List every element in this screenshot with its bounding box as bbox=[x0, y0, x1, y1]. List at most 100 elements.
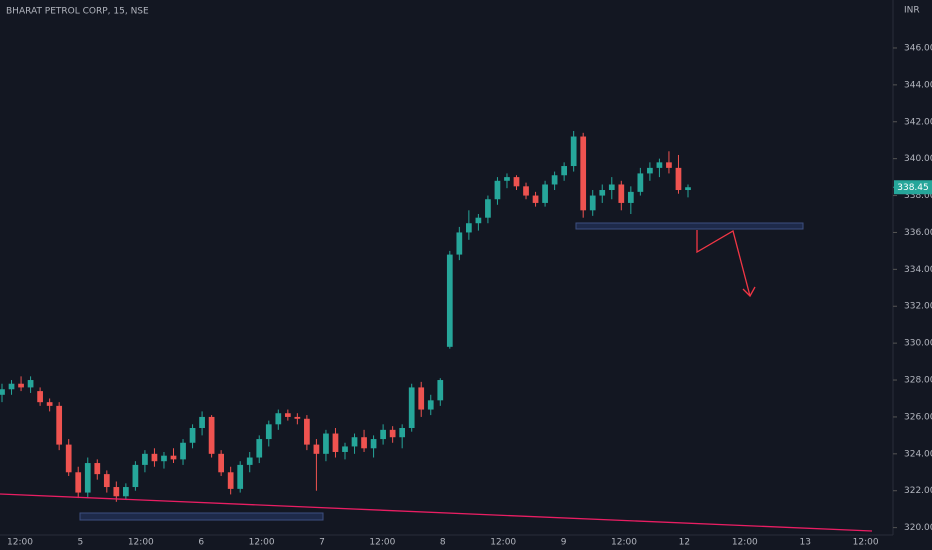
candle-body bbox=[313, 444, 320, 454]
candle-body bbox=[647, 167, 653, 174]
candle-body bbox=[46, 402, 53, 406]
candle-body bbox=[389, 429, 396, 438]
candle-body bbox=[608, 184, 615, 191]
y-tick-label: 338.00 bbox=[904, 191, 932, 201]
candle-body bbox=[675, 167, 682, 191]
candle-body bbox=[532, 195, 539, 203]
candle-body bbox=[494, 180, 501, 200]
candle-body bbox=[399, 428, 406, 438]
x-tick-label: 13 bbox=[799, 538, 810, 548]
candle-body bbox=[523, 186, 529, 196]
x-tick-label: 12:00 bbox=[490, 538, 516, 548]
candle-body bbox=[123, 487, 129, 497]
candle-body bbox=[580, 136, 587, 211]
candle-body bbox=[0, 389, 5, 395]
candle-body bbox=[361, 437, 367, 449]
candle-body bbox=[18, 383, 24, 388]
x-tick-label: 12:00 bbox=[7, 538, 33, 548]
x-tick-label: 12:00 bbox=[369, 538, 395, 548]
candle-body bbox=[589, 195, 596, 211]
candle-body bbox=[208, 416, 215, 454]
candle-body bbox=[618, 184, 625, 203]
candle-body bbox=[408, 387, 415, 428]
candle-body bbox=[542, 184, 548, 203]
candle-body bbox=[275, 413, 282, 425]
candle-body bbox=[113, 487, 120, 497]
y-tick-label: 322.00 bbox=[904, 486, 932, 496]
candle-body bbox=[8, 383, 15, 390]
y-tick-label: 330.00 bbox=[904, 339, 932, 349]
candle-body bbox=[513, 177, 520, 187]
candle-body bbox=[189, 428, 196, 443]
x-tick-label: 6 bbox=[198, 538, 204, 548]
y-tick-label: 336.00 bbox=[904, 228, 932, 238]
candle-body bbox=[599, 190, 606, 196]
chart-title: BHARAT PETROL CORP, 15, NSE bbox=[6, 7, 149, 17]
candle-body bbox=[256, 439, 263, 458]
y-tick-label: 320.00 bbox=[904, 523, 932, 533]
y-tick-label: 340.00 bbox=[904, 154, 932, 164]
support-zone bbox=[79, 512, 324, 521]
candle-body bbox=[427, 400, 434, 410]
y-tick-label: 332.00 bbox=[904, 302, 932, 312]
arrow-head bbox=[742, 286, 756, 298]
candle-body bbox=[370, 439, 377, 449]
trend-line bbox=[0, 493, 873, 532]
current-price-tag bbox=[894, 180, 932, 195]
candle-body bbox=[304, 418, 310, 445]
candle-body bbox=[456, 232, 463, 255]
x-tick-label: 8 bbox=[440, 538, 446, 548]
y-tick-label: 342.00 bbox=[904, 117, 932, 127]
candle-body bbox=[666, 162, 672, 168]
x-tick-label: 9 bbox=[561, 538, 567, 548]
y-tick-label: 326.00 bbox=[904, 412, 932, 422]
candle-body bbox=[84, 463, 91, 493]
x-tick-label: 5 bbox=[78, 538, 84, 548]
candle-body bbox=[142, 453, 148, 465]
candle-body bbox=[284, 413, 291, 417]
candle-body bbox=[180, 442, 186, 460]
candle-body bbox=[27, 380, 34, 388]
candle-body bbox=[418, 387, 425, 410]
candle-body bbox=[380, 429, 386, 440]
candle-body bbox=[294, 416, 301, 419]
candle-body bbox=[246, 457, 253, 465]
plot bbox=[0, 47, 897, 529]
current-price-label: 338.45 bbox=[897, 183, 929, 193]
candle-body bbox=[637, 173, 644, 192]
candle-body bbox=[65, 444, 72, 473]
candle-body bbox=[656, 162, 663, 168]
candle-body bbox=[218, 453, 224, 473]
x-tick-label: 12:00 bbox=[732, 538, 758, 548]
candle-body bbox=[151, 453, 158, 462]
candle-body bbox=[161, 455, 167, 462]
candle-body bbox=[485, 199, 491, 218]
projection-arrow bbox=[696, 230, 751, 297]
candle-body bbox=[351, 437, 358, 447]
axis-unit: INR bbox=[904, 6, 920, 16]
candle-body bbox=[37, 391, 43, 403]
candle-body bbox=[56, 405, 63, 445]
candle-body bbox=[265, 424, 272, 440]
candle-body bbox=[446, 254, 453, 347]
candle-body bbox=[342, 446, 348, 452]
candle-body bbox=[227, 472, 234, 489]
candle-body bbox=[332, 433, 339, 452]
candle-body bbox=[103, 474, 110, 488]
candle-body bbox=[561, 166, 567, 176]
candle-body bbox=[466, 223, 472, 233]
candle-body bbox=[627, 191, 634, 203]
candle-body bbox=[75, 472, 82, 493]
candle-body bbox=[323, 433, 329, 454]
y-tick-label: 346.00 bbox=[904, 43, 932, 53]
x-tick-label: 7 bbox=[319, 538, 325, 548]
x-tick-label: 12:00 bbox=[249, 538, 275, 548]
candle-body bbox=[237, 464, 244, 489]
x-tick-label: 12:00 bbox=[128, 538, 154, 548]
candle-body bbox=[570, 136, 577, 167]
x-tick-label: 12:00 bbox=[853, 538, 879, 548]
x-tick-label: 12:00 bbox=[611, 538, 637, 548]
candle-body bbox=[132, 464, 139, 488]
